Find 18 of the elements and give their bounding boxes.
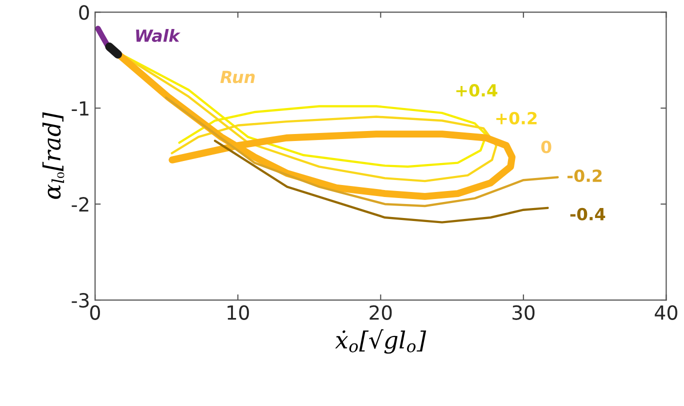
x-tick-label: 0 xyxy=(90,305,100,320)
x-tick-label: 40 xyxy=(654,305,678,320)
x-axis-title: ẋ$_{o}$[√gl$_{o}$] xyxy=(335,329,426,354)
x-tick-label: 20 xyxy=(370,305,392,320)
series-label: -0.4 xyxy=(570,208,606,220)
series-label: Walk xyxy=(136,29,180,42)
y-axis-title: α$_{l₀}$[rad] xyxy=(42,112,64,199)
x-tick-label: 30 xyxy=(512,305,535,320)
y-tick-label: -1 xyxy=(72,101,88,116)
series-label: 0 xyxy=(541,140,552,154)
series-label: +0.4 xyxy=(456,84,498,97)
x-tick-label: 10 xyxy=(228,305,249,320)
y-tick-label: -2 xyxy=(72,197,88,212)
y-tick-label: 0 xyxy=(79,5,89,20)
series-label: -0.2 xyxy=(568,169,602,182)
annotation: Run xyxy=(220,70,255,84)
y-tick-label: -3 xyxy=(72,292,89,308)
series-label: +0.2 xyxy=(496,112,537,124)
